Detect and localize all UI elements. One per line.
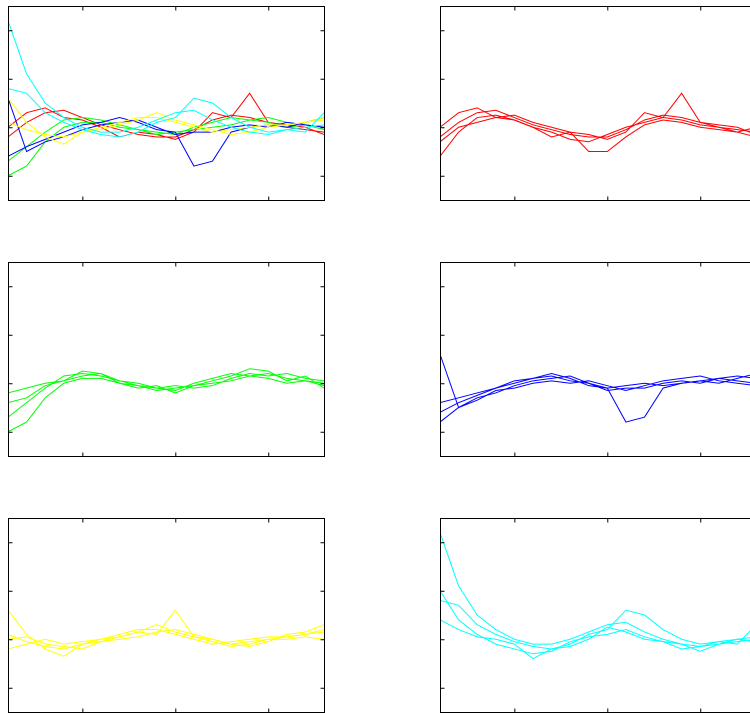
plot-area bbox=[8, 609, 324, 657]
series-line bbox=[440, 375, 750, 404]
plot-area bbox=[440, 353, 750, 423]
plot-area bbox=[440, 532, 750, 660]
plot-area bbox=[8, 368, 324, 433]
plot-area bbox=[440, 92, 750, 157]
series-line bbox=[8, 629, 324, 650]
series-line bbox=[440, 590, 750, 655]
series-line bbox=[8, 609, 324, 657]
panel bbox=[440, 262, 750, 457]
series-line bbox=[8, 624, 324, 650]
series-line bbox=[440, 373, 750, 423]
series-line bbox=[440, 619, 750, 660]
series-line bbox=[440, 599, 750, 650]
axes-frame bbox=[8, 262, 325, 457]
axes-frame bbox=[8, 6, 325, 201]
panel bbox=[8, 6, 325, 201]
panel bbox=[8, 262, 325, 457]
axes-frame bbox=[440, 518, 750, 713]
series-line bbox=[8, 87, 324, 138]
series-line bbox=[8, 373, 324, 394]
axes-frame bbox=[8, 518, 325, 713]
series-line bbox=[8, 20, 324, 136]
series-line bbox=[440, 109, 750, 138]
series-line bbox=[8, 375, 324, 433]
panel bbox=[8, 518, 325, 713]
series-line bbox=[8, 368, 324, 404]
series-line bbox=[440, 375, 750, 423]
axes-frame bbox=[440, 262, 750, 457]
series-line bbox=[440, 353, 750, 409]
series-line bbox=[8, 609, 324, 650]
panel bbox=[440, 6, 750, 201]
panel bbox=[440, 518, 750, 713]
series-line bbox=[440, 92, 750, 140]
series-line bbox=[8, 119, 324, 177]
plot-area bbox=[8, 20, 324, 177]
series-line bbox=[440, 114, 750, 152]
axes-frame bbox=[440, 6, 750, 201]
